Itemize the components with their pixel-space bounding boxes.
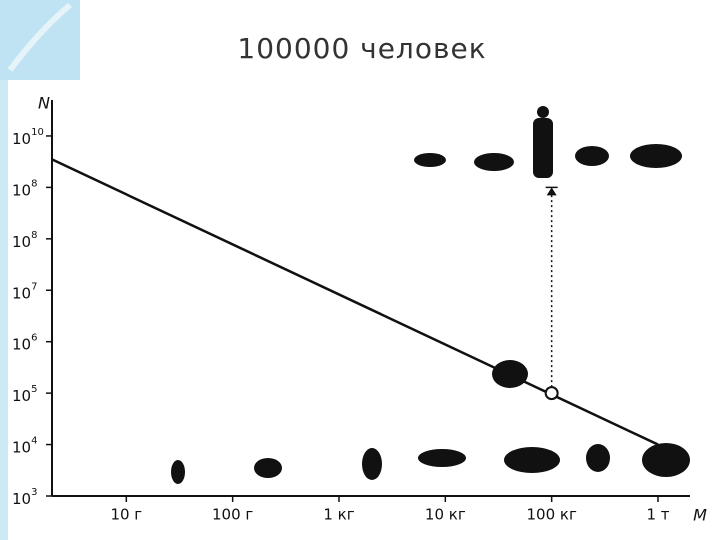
y-tick-label: 108: [12, 178, 37, 199]
y-tick-label: 104: [12, 436, 37, 457]
x-tick-label: 1 т: [646, 506, 669, 524]
animal-silhouettes: [171, 106, 690, 484]
arrow-head: [546, 187, 557, 196]
y-tick-label: 105: [12, 384, 37, 405]
y-tick-exponent: 8: [31, 230, 37, 241]
corner-swoosh: [7, 2, 72, 72]
skunk: [254, 458, 282, 478]
x-tick-label: 10 г: [110, 506, 142, 524]
y-axis-label: N: [38, 94, 50, 113]
y-tick-label: 106: [12, 333, 37, 354]
y-tick-base: 10: [12, 335, 31, 353]
slide-title: 100000 человек: [237, 32, 486, 65]
y-tick-exponent: 6: [31, 333, 37, 344]
y-tick-exponent: 7: [31, 281, 37, 292]
deer: [586, 444, 610, 472]
y-tick-exponent: 3: [31, 487, 37, 498]
elephant: [642, 443, 690, 477]
bear: [504, 447, 560, 473]
sheep: [575, 146, 609, 166]
y-tick-exponent: 4: [31, 436, 37, 447]
x-tick-label: 100 г: [212, 506, 253, 524]
x-tick-label: 1 кг: [323, 506, 354, 524]
x-tick-label: 100 кг: [526, 506, 576, 524]
y-tick-exponent: 5: [31, 384, 37, 395]
cat: [414, 153, 446, 167]
cow: [630, 144, 682, 168]
x-axis-label: M: [693, 506, 707, 525]
y-tick-base: 10: [12, 232, 31, 250]
rodent: [171, 460, 185, 484]
y-tick-label: 103: [12, 487, 37, 508]
x-tick-label: 10 кг: [425, 506, 466, 524]
side-stripe: [0, 80, 8, 540]
y-tick-base: 10: [12, 490, 31, 508]
highlight-point: [544, 386, 559, 401]
y-tick-label: 1010: [12, 127, 44, 148]
human: [533, 118, 553, 178]
y-tick-base: 10: [12, 387, 31, 405]
y-tick-base: 10: [12, 181, 31, 199]
pig: [474, 153, 514, 171]
y-tick-label: 108: [12, 230, 37, 251]
y-tick-exponent: 10: [31, 127, 44, 138]
y-tick-label: 107: [12, 281, 37, 302]
trend-line: [51, 158, 659, 446]
y-tick-base: 10: [12, 438, 31, 456]
fox: [418, 449, 466, 467]
y-tick-base: 10: [12, 129, 31, 147]
human-head: [537, 106, 549, 118]
rabbit: [362, 448, 382, 480]
y-tick-base: 10: [12, 284, 31, 302]
y-tick-exponent: 8: [31, 178, 37, 189]
